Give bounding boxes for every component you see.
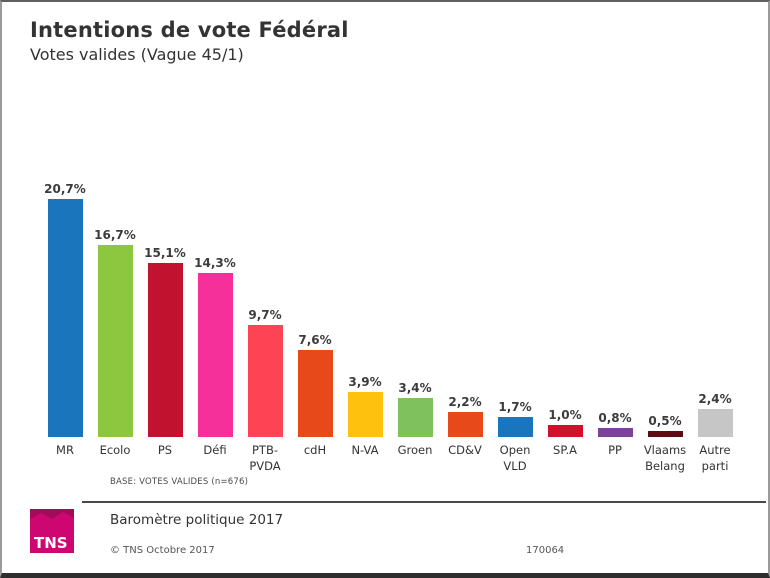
bar (597, 428, 633, 437)
bar-slot: 15,1% (140, 160, 190, 437)
bar-slot: 7,6% (290, 160, 340, 437)
category-label: PTB-PVDA (249, 443, 281, 473)
category-axis: MR Ecolo PS Défi PTB-PVDA cdH N-VA Groen CD&V Ope… (40, 443, 740, 474)
bar (497, 417, 533, 437)
bar-value-label: 9,7% (248, 308, 282, 322)
footer-doc-number: 170064 (526, 545, 565, 556)
bar-value-label: 14,3% (194, 256, 236, 270)
category-label: PP (608, 443, 622, 457)
footer-program: Baromètre politique 2017 (110, 512, 284, 528)
bar (647, 431, 683, 437)
base-note: BASE: VOTES VALIDES (n=676) (110, 477, 249, 487)
bar-value-label: 15,1% (144, 246, 186, 260)
bar-slot: 14,3% (190, 160, 240, 437)
category-label: SP.A (553, 443, 577, 457)
bar-value-label: 2,2% (448, 395, 482, 409)
category-label: PS (157, 443, 173, 457)
bar (547, 425, 583, 437)
bar-slot: 3,9% (340, 160, 390, 437)
bar-value-label: 0,8% (598, 411, 632, 425)
category-label: Ecolo (99, 443, 131, 457)
tns-logo: TNS (30, 509, 74, 553)
bar-slot: 16,7% (90, 160, 140, 437)
bar-slot: 3,4% (390, 160, 440, 437)
page-title: Intentions de vote Fédéral (30, 18, 349, 42)
category-label: cdH (303, 443, 327, 457)
bar (697, 409, 733, 437)
bar-value-label: 3,9% (348, 375, 382, 389)
category-label: Open VLD (499, 443, 531, 473)
bar-slot: 0,8% (590, 160, 640, 437)
category-label: MR (56, 443, 74, 457)
category-label: Groen (397, 443, 433, 457)
bar-value-label: 1,0% (548, 408, 582, 422)
category-label: CD&V (448, 443, 482, 457)
bar-slot: 1,7% (490, 160, 540, 437)
category-label: Défi (203, 443, 227, 457)
bar-value-label: 16,7% (94, 228, 136, 242)
bar-slot: 0,5% (640, 160, 690, 437)
bar (147, 263, 183, 437)
bar (97, 245, 133, 437)
bar-slot: 9,7% (240, 160, 290, 437)
bar-slot: 20,7% (40, 160, 90, 437)
bar (297, 350, 333, 437)
svg-text:TNS: TNS (34, 534, 68, 552)
bar (347, 392, 383, 437)
bar-value-label: 7,6% (298, 333, 332, 347)
bar-slot: 2,2% (440, 160, 490, 437)
tns-logo-graphic: TNS (30, 509, 74, 553)
bar-value-label: 2,4% (698, 392, 732, 406)
chart-header: Intentions de vote Fédéral Votes valides… (30, 18, 349, 64)
bar (247, 325, 283, 437)
footer-divider (82, 501, 766, 503)
bar-slot: 2,4% (690, 160, 740, 437)
bar-chart: 20,7% 16,7% 15,1% 14,3% 9,7% 7,6% 3,9% 3,4% 2,2%… (40, 160, 740, 437)
footer-copyright: © TNS Octobre 2017 (110, 545, 215, 556)
bar (397, 398, 433, 437)
bar-value-label: 0,5% (648, 414, 682, 428)
bar-value-label: 1,7% (498, 400, 532, 414)
category-label: Autre parti (699, 443, 731, 473)
bar (197, 273, 233, 437)
bar (47, 199, 83, 437)
page-subtitle: Votes valides (Vague 45/1) (30, 45, 244, 64)
category-label: Vlaams Belang (643, 443, 687, 473)
bar-slot: 1,0% (540, 160, 590, 437)
bar-value-label: 20,7% (44, 182, 86, 196)
bar-value-label: 3,4% (398, 381, 432, 395)
bar (447, 412, 483, 437)
category-label: N-VA (351, 443, 379, 457)
